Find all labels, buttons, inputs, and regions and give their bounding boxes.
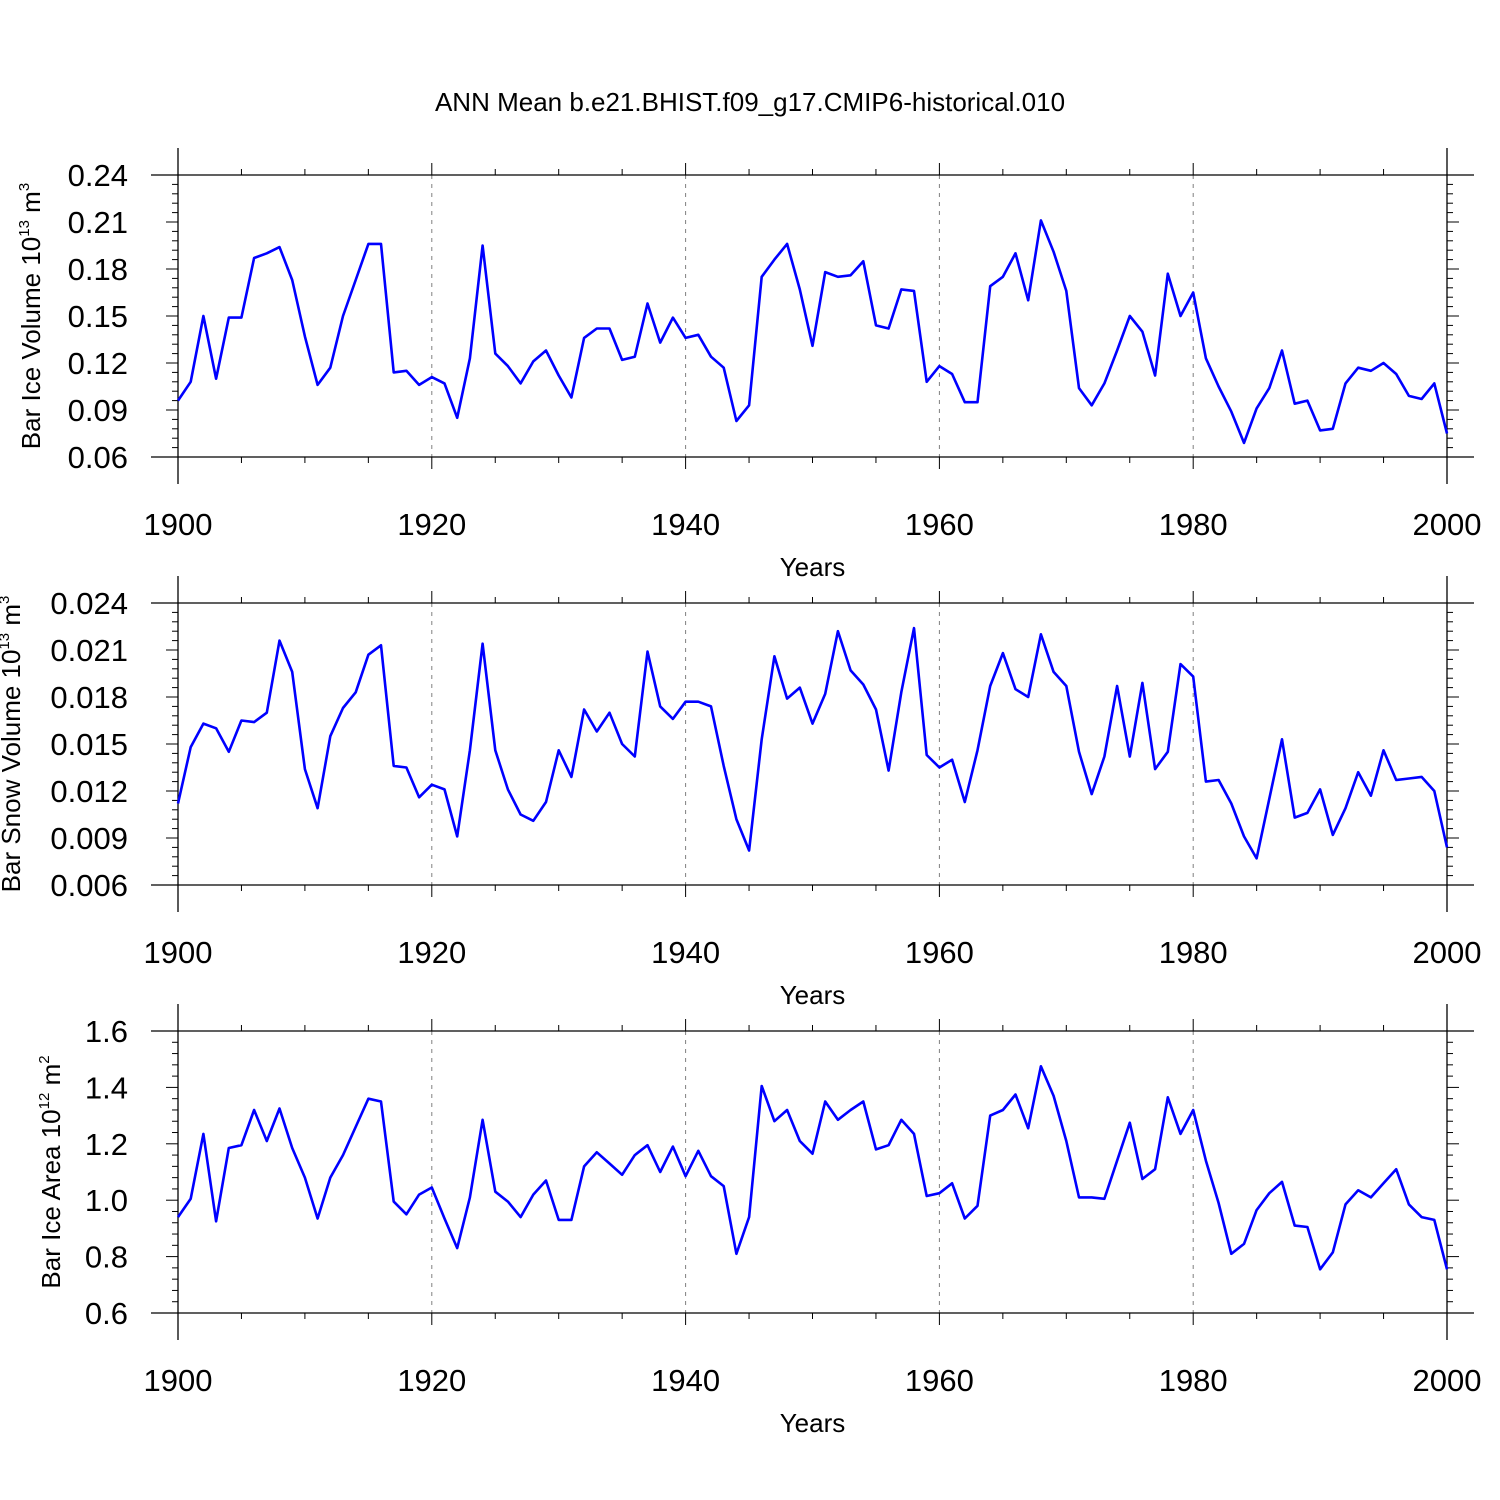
y-tick-label: 0.021 bbox=[50, 633, 128, 668]
y-tick-label: 0.015 bbox=[50, 727, 128, 762]
x-tick-label: 1940 bbox=[651, 507, 720, 542]
figure-title: ANN Mean b.e21.BHIST.f09_g17.CMIP6-histo… bbox=[435, 87, 1065, 117]
x-tick-label: 1980 bbox=[1159, 935, 1228, 970]
y-tick-label: 0.06 bbox=[68, 440, 128, 475]
series-line bbox=[176, 626, 1449, 860]
y-tick-label: 0.006 bbox=[50, 868, 128, 903]
y-tick-label: 0.8 bbox=[85, 1240, 128, 1275]
panel-3: 1900 1920 1940 1960 1980 2000 Years 0.6 0.8 1.0 1.… bbox=[36, 1004, 1481, 1438]
y-axis-label: Bar Snow Volume 1013 m3 bbox=[0, 596, 26, 893]
x-tick-label: 2000 bbox=[1413, 507, 1482, 542]
y-tick-label: 0.15 bbox=[68, 299, 128, 334]
x-axis-label: Years bbox=[780, 552, 846, 582]
x-tick-label: 1960 bbox=[905, 935, 974, 970]
x-tick-label: 1900 bbox=[144, 935, 213, 970]
panels: 1900 1920 1940 1960 1980 2000 Years 0.06 0.09 0.1… bbox=[0, 148, 1481, 1438]
x-tick-label: 2000 bbox=[1413, 1363, 1482, 1398]
x-axis-label: Years bbox=[780, 980, 846, 1010]
x-tick-label: 1900 bbox=[144, 507, 213, 542]
y-tick-label: 0.24 bbox=[68, 158, 128, 193]
y-tick-label: 0.18 bbox=[68, 252, 128, 287]
y-axis-label: Bar Ice Area 1012 m2 bbox=[36, 1055, 66, 1288]
y-tick-label: 0.024 bbox=[50, 586, 128, 621]
y-tick-label: 1.2 bbox=[85, 1127, 128, 1162]
y-tick-label: 1.0 bbox=[85, 1183, 128, 1218]
y-tick-label: 0.6 bbox=[85, 1296, 128, 1331]
y-tick-label: 0.21 bbox=[68, 205, 128, 240]
x-axis-label: Years bbox=[780, 1408, 846, 1438]
y-tick-label: 0.12 bbox=[68, 346, 128, 381]
y-tick-label: 0.09 bbox=[68, 393, 128, 428]
x-tick-label: 1920 bbox=[397, 935, 466, 970]
x-tick-label: 1960 bbox=[905, 1363, 974, 1398]
x-tick-label: 1980 bbox=[1159, 507, 1228, 542]
x-tick-label: 1940 bbox=[651, 935, 720, 970]
y-axis-label: Bar Ice Volume 1013 m3 bbox=[16, 183, 46, 449]
x-tick-label: 1920 bbox=[397, 1363, 466, 1398]
series-line bbox=[176, 1065, 1449, 1271]
x-tick-label: 1920 bbox=[397, 507, 466, 542]
y-tick-label: 1.6 bbox=[85, 1014, 128, 1049]
panel-1: 1900 1920 1940 1960 1980 2000 Years 0.06 0.09 0.1… bbox=[16, 148, 1481, 582]
x-tick-label: 1940 bbox=[651, 1363, 720, 1398]
x-tick-label: 2000 bbox=[1413, 935, 1482, 970]
y-tick-label: 0.018 bbox=[50, 680, 128, 715]
panel-2: 1900 1920 1940 1960 1980 2000 Years 0.006 0.009 0… bbox=[0, 576, 1481, 1010]
x-tick-label: 1900 bbox=[144, 1363, 213, 1398]
series-line bbox=[176, 219, 1449, 445]
x-tick-label: 1980 bbox=[1159, 1363, 1228, 1398]
y-tick-label: 1.4 bbox=[85, 1070, 128, 1105]
y-tick-label: 0.012 bbox=[50, 774, 128, 809]
y-tick-label: 0.009 bbox=[50, 821, 128, 856]
x-tick-label: 1960 bbox=[905, 507, 974, 542]
